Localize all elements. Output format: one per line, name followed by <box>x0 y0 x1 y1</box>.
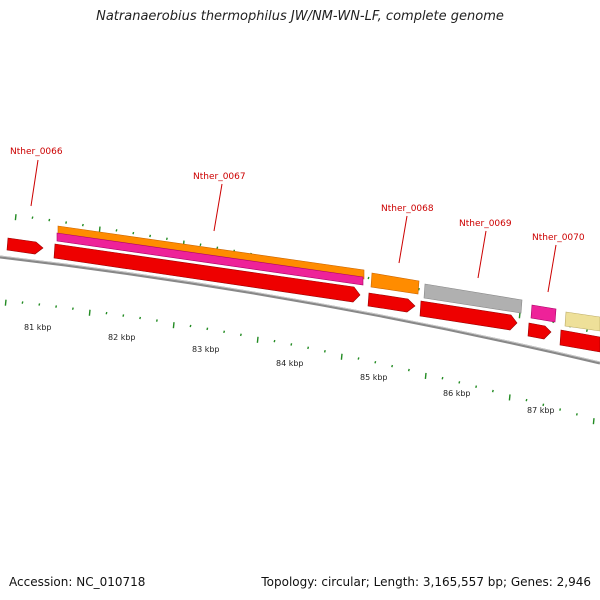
tick-mark <box>491 389 494 393</box>
gene-feature-nther-0068[interactable] <box>370 272 420 295</box>
gene-label-nther-0066[interactable]: Nther_0066 <box>10 147 63 157</box>
gene-feature-next-yellow[interactable] <box>564 311 600 332</box>
tick-mark <box>518 312 521 319</box>
tick-mark <box>122 314 125 317</box>
lower-tick-track <box>4 299 595 425</box>
tick-mark <box>273 339 276 343</box>
tick-mark <box>139 316 142 320</box>
tick-mark <box>165 237 168 241</box>
tick-mark <box>525 398 528 402</box>
gene-feature-nther-0067-orange[interactable] <box>57 225 365 280</box>
tick-mark <box>65 221 68 224</box>
gene-label-nther-0069[interactable]: Nther_0069 <box>459 219 512 229</box>
cds-arrow-nther-0067[interactable] <box>53 243 361 303</box>
tick-mark <box>559 408 562 411</box>
tick-mark <box>290 343 293 346</box>
kbp-label-84: 84 kbp <box>276 359 304 368</box>
kbp-label-85: 85 kbp <box>360 373 388 382</box>
tick-mark <box>4 299 7 306</box>
tick-mark <box>475 385 478 388</box>
tick-mark <box>407 368 410 372</box>
gene-label-nther-0067[interactable]: Nther_0067 <box>193 172 246 182</box>
tick-mark <box>239 333 242 337</box>
gene-feature-nther-0069[interactable] <box>423 283 523 314</box>
cds-arrow-nther-0070[interactable] <box>527 322 552 340</box>
gene-label-nther-0068[interactable]: Nther_0068 <box>381 204 434 214</box>
cds-arrow-next[interactable] <box>559 329 600 353</box>
map-title: Natranaerobius thermophilus JW/NM-WN-LF,… <box>96 9 504 24</box>
tick-mark <box>223 330 226 334</box>
tick-mark <box>367 276 370 280</box>
tick-mark <box>199 243 202 246</box>
kbp-label-81: 81 kbp <box>24 323 52 332</box>
tick-mark <box>88 309 91 316</box>
tick-mark <box>441 376 444 380</box>
kbp-label-83: 83 kbp <box>192 345 220 354</box>
tick-mark <box>575 413 578 416</box>
tick-mark <box>21 301 24 304</box>
tick-mark <box>55 305 58 308</box>
tick-mark <box>424 372 427 380</box>
tick-mark <box>206 327 209 331</box>
kbp-label-82: 82 kbp <box>108 333 136 342</box>
kbp-label-87: 87 kbp <box>527 406 555 415</box>
tick-mark <box>48 218 51 222</box>
gene-feature-nther-0070[interactable] <box>530 304 557 323</box>
tick-mark <box>155 319 158 322</box>
genome-stats-text: Topology: circular; Length: 3,165,557 bp… <box>261 575 591 589</box>
tick-mark <box>307 346 310 350</box>
tick-mark <box>592 418 595 425</box>
tick-mark <box>391 364 394 368</box>
cds-arrow-nther-0069[interactable] <box>419 300 518 331</box>
tick-mark <box>71 307 74 310</box>
accession-text: Accession: NC_010718 <box>9 575 146 589</box>
tick-mark <box>542 403 545 407</box>
label-pointer-nther-0066 <box>30 159 39 207</box>
tick-mark <box>31 216 34 219</box>
tick-mark <box>374 360 377 364</box>
tick-mark <box>323 350 326 353</box>
tick-mark <box>38 303 41 306</box>
label-pointer-nther-0070 <box>547 244 557 293</box>
label-pointer-nther-0069 <box>477 230 487 279</box>
tick-mark <box>340 353 343 360</box>
tick-mark <box>14 214 17 221</box>
gene-label-nther-0070[interactable]: Nther_0070 <box>532 233 585 243</box>
label-pointer-nther-0067 <box>213 183 223 232</box>
tick-mark <box>115 229 118 232</box>
cds-arrow-nther-0066[interactable] <box>6 237 44 255</box>
tick-mark <box>585 329 588 332</box>
tick-mark <box>508 394 511 401</box>
tick-mark <box>132 231 135 235</box>
tick-mark <box>189 324 192 328</box>
tick-mark <box>216 246 219 250</box>
tick-mark <box>458 381 461 384</box>
tick-mark <box>105 311 108 315</box>
tick-mark <box>256 336 259 343</box>
tick-mark <box>417 287 420 291</box>
tick-mark <box>149 234 152 238</box>
kbp-label-86: 86 kbp <box>443 389 471 398</box>
label-pointer-nther-0068 <box>398 215 408 264</box>
tick-mark <box>81 223 84 227</box>
gene-feature-nther-0067-magenta[interactable] <box>56 232 364 286</box>
cds-arrow-nther-0068[interactable] <box>367 292 416 313</box>
tick-mark <box>172 322 175 329</box>
tick-mark <box>98 226 101 233</box>
genome-backbone <box>0 255 600 365</box>
tick-mark <box>357 357 360 360</box>
